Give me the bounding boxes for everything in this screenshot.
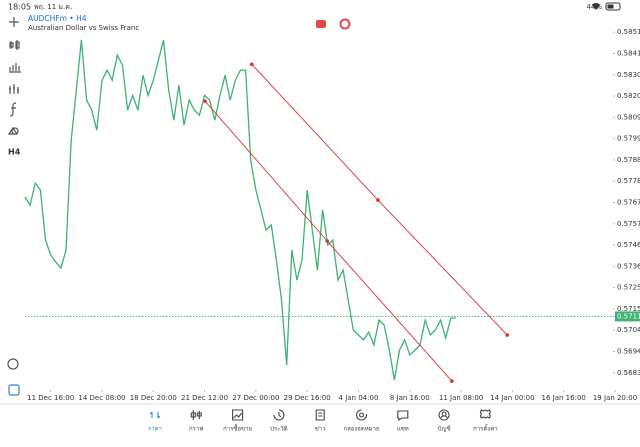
y-tick-label: 0.57465 (617, 241, 640, 249)
nav-label[interactable]: ข่าว (315, 426, 326, 433)
price-line (24, 39, 456, 381)
y-tick-label: 0.57675 (617, 199, 640, 207)
function-tool[interactable] (9, 102, 17, 117)
nav-label[interactable]: การตั้งค่า (473, 423, 497, 433)
status-date: พฤ. 11 ม.ค. (34, 3, 72, 11)
wifi-icon (592, 3, 600, 10)
y-tick-label: 0.56835 (617, 369, 640, 377)
y-tick-label: 0.58515 (617, 28, 640, 36)
battery-icon (605, 2, 621, 11)
chart-type-tool[interactable] (9, 40, 20, 50)
x-tick-label: 14 Jan 00:00 (490, 394, 534, 402)
x-tick-label: 4 Jan 04:00 (339, 394, 379, 402)
symbol-description: Australian Dollar vs Swiss Franc (28, 24, 139, 32)
y-tick-label: 0.58305 (617, 71, 640, 79)
trend-point[interactable] (505, 333, 510, 337)
indicator-tool[interactable] (9, 84, 19, 94)
nav-icon[interactable] (355, 409, 368, 421)
x-tick-label: 11 Jan 08:00 (439, 394, 483, 402)
nav-label[interactable]: กล่องจดหมาย (343, 426, 379, 433)
nav-icon[interactable] (273, 409, 285, 421)
timeframe-button[interactable]: H4 (8, 148, 21, 157)
nav-icon[interactable] (149, 411, 161, 419)
nav-icon[interactable] (190, 410, 202, 420)
x-tick-label: 18 Dec 20:00 (130, 394, 177, 402)
trend-point[interactable] (325, 239, 329, 243)
crosshair-tool[interactable] (9, 17, 19, 27)
y-tick-label: 0.58095 (617, 113, 640, 121)
y-tick-label: 0.57045 (617, 326, 640, 334)
x-tick-label: 29 Dec 16:00 (284, 394, 331, 402)
zoom-tool[interactable] (7, 358, 19, 370)
nav-icon[interactable] (397, 410, 409, 422)
objects-tool[interactable] (7, 126, 19, 135)
header-button-indicator[interactable] (339, 18, 351, 30)
nav-icon[interactable] (479, 409, 492, 419)
left-toolbar (7, 17, 21, 396)
x-tick-label: 16 Jan 16:00 (542, 394, 586, 402)
nav-label[interactable]: ประวัติ (270, 426, 288, 433)
current-price-box (615, 311, 640, 322)
x-tick-label: 27 Dec 00:00 (232, 394, 279, 402)
trend-point[interactable] (249, 62, 254, 67)
trend-point[interactable] (203, 99, 207, 103)
volume-tool[interactable] (9, 63, 21, 73)
trend-point[interactable] (450, 379, 454, 383)
y-tick-label: 0.57885 (617, 156, 640, 164)
nav-icon[interactable] (315, 409, 325, 421)
x-tick-label: 11 Dec 16:00 (27, 394, 74, 402)
battery-level (607, 4, 614, 9)
x-tick-label: 21 Dec 12:00 (181, 394, 228, 402)
x-tick-label: 8 Jan 16:00 (390, 394, 430, 402)
nav-icon[interactable] (232, 409, 244, 421)
nav-label[interactable]: แชท (397, 426, 409, 433)
header-button-trade[interactable] (316, 20, 326, 28)
nav-label[interactable]: การซื้อขาย (223, 423, 252, 433)
current-price-label: 0.57113 (617, 312, 640, 320)
nav-label[interactable]: กราฟ (189, 426, 203, 433)
x-tick-label: 19 Jan 20:00 (593, 394, 637, 402)
nav-label[interactable]: ราคา (148, 426, 162, 433)
nav-label[interactable]: บัญชี (438, 425, 451, 433)
nav-icon[interactable] (438, 409, 450, 421)
trend-point[interactable] (376, 198, 380, 202)
bottom-nav: ราคา กราฟ การซื้อขาย ประวัติ ข่าว กล่องจดหมาย… (148, 409, 498, 433)
x-tick-label: 14 Dec 08:00 (78, 394, 125, 402)
symbol-title[interactable]: AUDCHFm • H4 (28, 14, 87, 23)
y-tick-label: 0.57255 (617, 284, 640, 292)
trade-tool[interactable] (8, 384, 20, 396)
status-time: 18:05 (8, 3, 31, 12)
